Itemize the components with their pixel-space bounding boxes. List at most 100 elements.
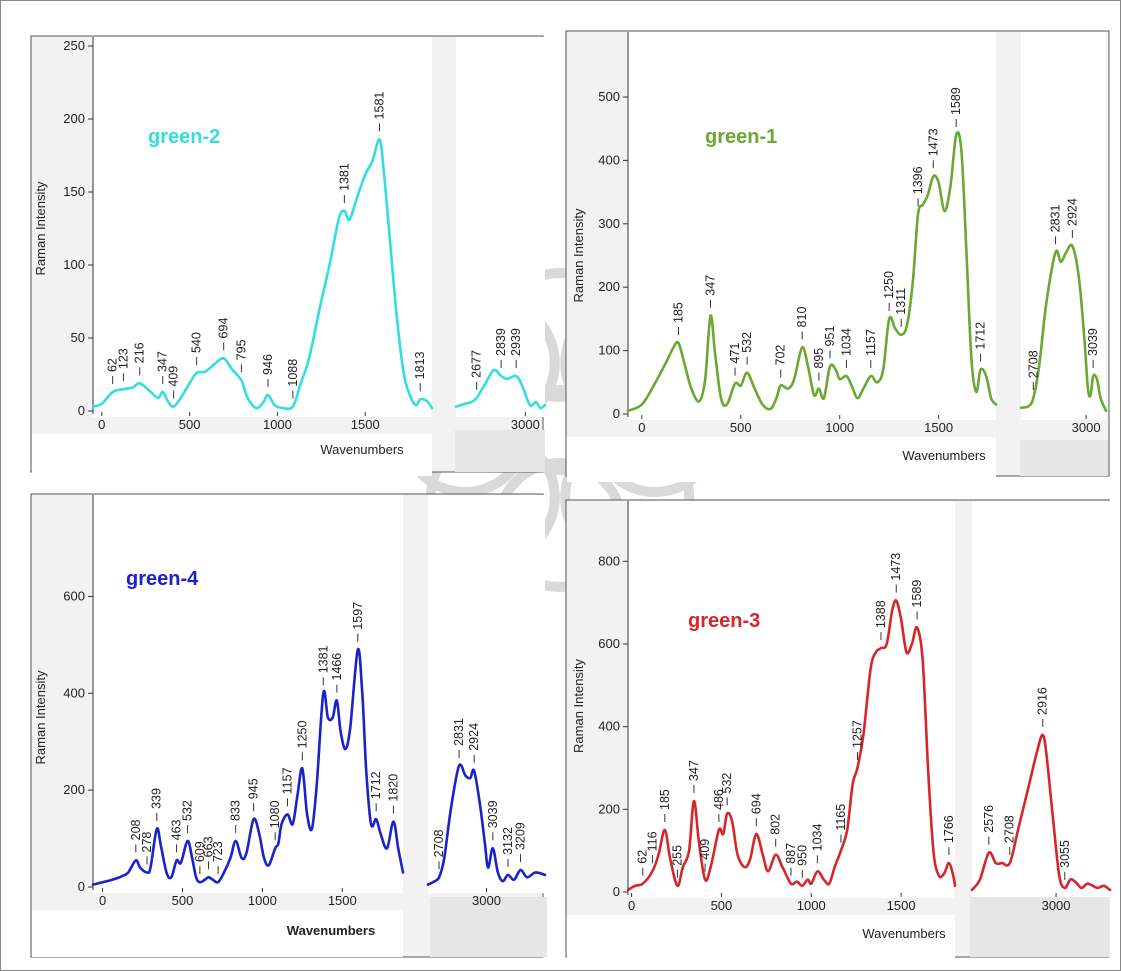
y-tick-label: 250	[63, 38, 85, 53]
peak-label: 950	[795, 845, 809, 866]
series-line-break	[970, 733, 1112, 892]
series-line-break	[426, 763, 547, 886]
chart-panel-2: 0 100 200 300 400 500 0 500 1000 1500 3000 185 347 47…	[565, 30, 1110, 482]
x-axis-title: Wavenumbers	[862, 926, 946, 941]
peak-label: 532	[181, 800, 195, 821]
peak-label: 255	[670, 845, 684, 866]
x-title-band	[32, 434, 432, 476]
peak-label: 1088	[286, 359, 300, 387]
peak-label: 123	[116, 348, 130, 369]
peak-label: 3039	[1086, 328, 1100, 356]
peak-label: 1257	[850, 720, 864, 748]
x-tick-label: 1500	[887, 898, 916, 913]
y-tick-label: 300	[598, 216, 620, 231]
peak-label: 810	[795, 307, 809, 328]
peak-label: 1581	[372, 92, 386, 120]
x-tick-label: 0	[98, 417, 105, 432]
peak-label: 1311	[894, 288, 908, 315]
peak-label: 1034	[839, 328, 853, 356]
peak-label: 2839	[494, 328, 508, 356]
x-tick-label: 500	[711, 898, 733, 913]
peak-label: 208	[129, 819, 143, 840]
x-axis-title: Wavenumbers	[287, 923, 375, 938]
y-tick-label: 400	[598, 152, 620, 167]
peak-label: 1473	[889, 553, 903, 581]
plot-area-main	[93, 37, 432, 417]
series-line-main	[626, 599, 957, 892]
peak-label: 3055	[1058, 840, 1072, 868]
plot-area-break	[972, 501, 1110, 898]
peak-label: 1597	[351, 602, 365, 630]
x-tick-label: 1000	[248, 893, 277, 908]
y-axis-title: Raman Intensity	[33, 670, 48, 764]
axis-band	[455, 430, 545, 472]
x-axis-title: Wavenumbers	[320, 442, 404, 457]
series-title: green-4	[126, 568, 199, 590]
peak-label: 2916	[1036, 687, 1050, 715]
peak-label: 802	[769, 814, 783, 835]
peak-label: 3132	[501, 827, 515, 855]
peak-label: 1473	[926, 128, 940, 156]
y-tick-label: 600	[598, 636, 620, 651]
x-tick-label: 500	[730, 420, 752, 435]
peak-label: 1388	[874, 600, 888, 628]
peak-label: 62	[106, 358, 120, 372]
x-tick-label: 3000	[472, 893, 501, 908]
x-tick-label: 3000	[1072, 420, 1101, 435]
series-title: green-3	[688, 610, 760, 632]
peak-label: 1157	[864, 329, 878, 356]
y-tick-label: 400	[598, 719, 620, 734]
x-axis-title: Wavenumbers	[902, 448, 986, 463]
x-tick-label: 3000	[1042, 898, 1071, 913]
peak-label: 62	[636, 850, 650, 864]
peak-label: 532	[740, 332, 754, 353]
peak-label: 409	[698, 839, 712, 860]
peak-label: 2677	[470, 350, 484, 378]
x-tick-label: 0	[628, 898, 635, 913]
peak-label: 2939	[509, 328, 523, 356]
y-tick-label: 800	[598, 553, 620, 568]
peak-label: 895	[812, 348, 826, 369]
y-tick-label: 0	[613, 884, 620, 899]
y-tick-label: 600	[63, 588, 85, 603]
peak-label: 2924	[467, 723, 481, 751]
peak-label: 1165	[834, 804, 848, 831]
peak-label: 463	[170, 819, 184, 840]
peak-label: 185	[658, 789, 672, 810]
peak-label: 185	[671, 302, 685, 323]
x-tick-label: 1000	[825, 420, 854, 435]
series-line-main	[626, 131, 998, 413]
peak-label: 3039	[486, 800, 500, 828]
peak-label: 795	[234, 339, 248, 360]
peak-label: 951	[823, 326, 837, 347]
y-tick-label: 150	[63, 184, 85, 199]
peak-label: 2576	[982, 805, 996, 833]
peak-label: 1381	[316, 645, 330, 673]
peak-label: 409	[167, 366, 181, 387]
y-tick-label: 100	[63, 257, 85, 272]
peak-label: 486	[712, 789, 726, 810]
peak-label: 1396	[911, 166, 925, 194]
peak-label: 609	[193, 841, 207, 862]
y-tick-label: 500	[598, 89, 620, 104]
x-tick-label: 1500	[328, 893, 357, 908]
peak-label: 702	[774, 345, 788, 366]
peak-label: 216	[133, 342, 147, 363]
peak-label: 471	[728, 343, 742, 364]
peak-label: 1034	[810, 823, 824, 851]
y-tick-label: 0	[78, 403, 85, 418]
peak-label: 347	[704, 275, 718, 296]
y-tick-label: 200	[63, 111, 85, 126]
y-tick-label: 400	[63, 685, 85, 700]
axis-band	[1020, 440, 1108, 476]
peak-label: 540	[190, 332, 204, 353]
peak-label: 694	[217, 318, 231, 339]
x-tick-label: 500	[172, 893, 194, 908]
plot-area-main	[628, 32, 996, 420]
x-tick-label: 3000	[511, 417, 540, 432]
series-line-break	[454, 368, 547, 410]
peak-label: 945	[247, 778, 261, 799]
